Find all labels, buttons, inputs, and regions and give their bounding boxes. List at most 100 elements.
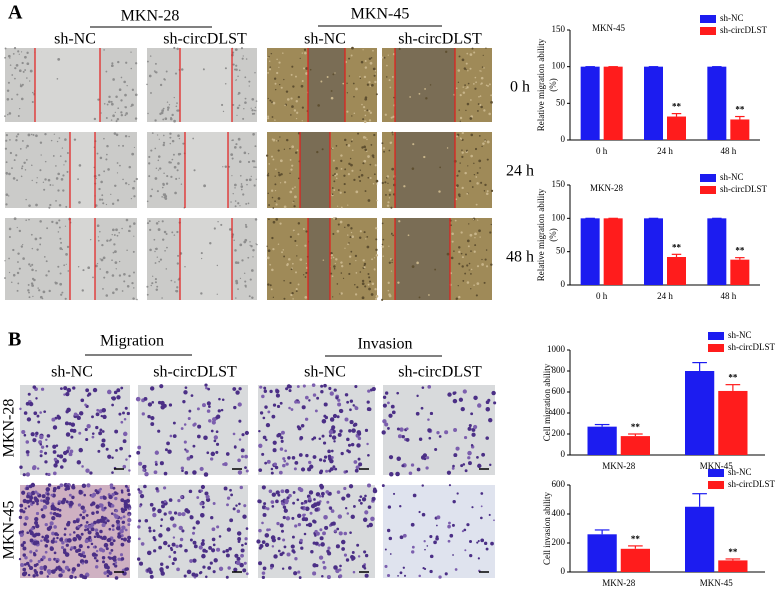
- cell: [280, 489, 285, 494]
- cell: [183, 574, 187, 578]
- cell: [271, 236, 274, 240]
- cell: [97, 98, 100, 101]
- cell: [305, 453, 309, 458]
- cell: [116, 395, 121, 400]
- cell: [125, 498, 131, 503]
- cell: [346, 400, 350, 404]
- cell: [366, 524, 370, 528]
- cell: [185, 449, 189, 453]
- cell: [161, 196, 163, 198]
- cell: [325, 490, 330, 494]
- cell: [483, 67, 485, 69]
- cell: [240, 448, 245, 453]
- cell: [348, 262, 351, 265]
- cell: [181, 469, 184, 473]
- cell: [149, 248, 152, 252]
- cell: [146, 550, 152, 556]
- cell: [339, 408, 344, 414]
- cell: [120, 557, 125, 561]
- cell: [32, 385, 37, 389]
- cell: [128, 165, 132, 169]
- cell: [304, 417, 309, 421]
- cell: [157, 159, 160, 162]
- cell: [332, 465, 336, 469]
- cell: [71, 485, 76, 490]
- cell: [312, 519, 316, 524]
- cell: [371, 258, 373, 261]
- cell: [450, 224, 452, 227]
- cell: [384, 391, 389, 395]
- cell: [35, 540, 40, 545]
- cell: [276, 58, 278, 61]
- cell: [308, 399, 311, 402]
- cell: [297, 486, 302, 491]
- cell: [288, 406, 291, 410]
- cell: [180, 495, 184, 499]
- cell: [364, 510, 369, 515]
- y-tick-label: 150: [552, 179, 566, 189]
- cell: [35, 563, 39, 566]
- cell: [163, 172, 165, 175]
- cell: [350, 514, 355, 520]
- cell: [346, 92, 349, 94]
- cell: [63, 527, 67, 531]
- cell: [351, 428, 356, 433]
- cell: [301, 106, 304, 109]
- cell: [234, 146, 237, 149]
- cell: [295, 288, 298, 291]
- cell: [45, 500, 50, 505]
- cell: [448, 521, 451, 525]
- cell: [111, 403, 114, 407]
- cell: [154, 250, 156, 253]
- cell: [171, 542, 176, 547]
- cell: [127, 517, 132, 523]
- cell: [484, 140, 487, 143]
- cell: [478, 134, 481, 137]
- cell: [364, 428, 369, 433]
- cell: [450, 256, 454, 260]
- cell: [50, 493, 54, 497]
- cell: [158, 545, 162, 550]
- cell: [29, 559, 33, 563]
- cell: [364, 109, 366, 112]
- cell: [451, 523, 455, 527]
- cell: [386, 528, 391, 533]
- cell: [429, 554, 434, 559]
- cell: [24, 169, 27, 171]
- cell: [127, 523, 131, 527]
- cell: [110, 512, 114, 515]
- cell: [330, 90, 333, 92]
- cell: [269, 263, 272, 266]
- cell: [124, 528, 128, 532]
- cell: [461, 186, 464, 190]
- cell: [447, 392, 452, 397]
- cell: [94, 528, 99, 533]
- cell: [108, 494, 113, 500]
- cell: [471, 432, 476, 437]
- cell: [471, 506, 474, 509]
- cell: [13, 217, 17, 221]
- cell: [456, 492, 459, 495]
- cell: [488, 112, 491, 116]
- cell: [146, 293, 149, 296]
- cell: [398, 47, 401, 50]
- cell: [12, 177, 16, 180]
- cell: [344, 247, 346, 249]
- cell: [31, 100, 34, 103]
- cell: [241, 57, 244, 60]
- cell: [141, 412, 145, 416]
- cell: [464, 549, 467, 552]
- cell: [215, 442, 220, 446]
- cell: [335, 544, 340, 549]
- cell: [162, 193, 166, 196]
- cell: [470, 412, 474, 416]
- cell: [388, 149, 391, 152]
- cell: [286, 496, 290, 500]
- cell: [301, 405, 306, 410]
- cell: [292, 491, 296, 494]
- cell: [43, 256, 46, 258]
- cell: [274, 82, 277, 85]
- cell: [111, 233, 113, 236]
- cell: [106, 389, 112, 395]
- cell: [482, 142, 485, 145]
